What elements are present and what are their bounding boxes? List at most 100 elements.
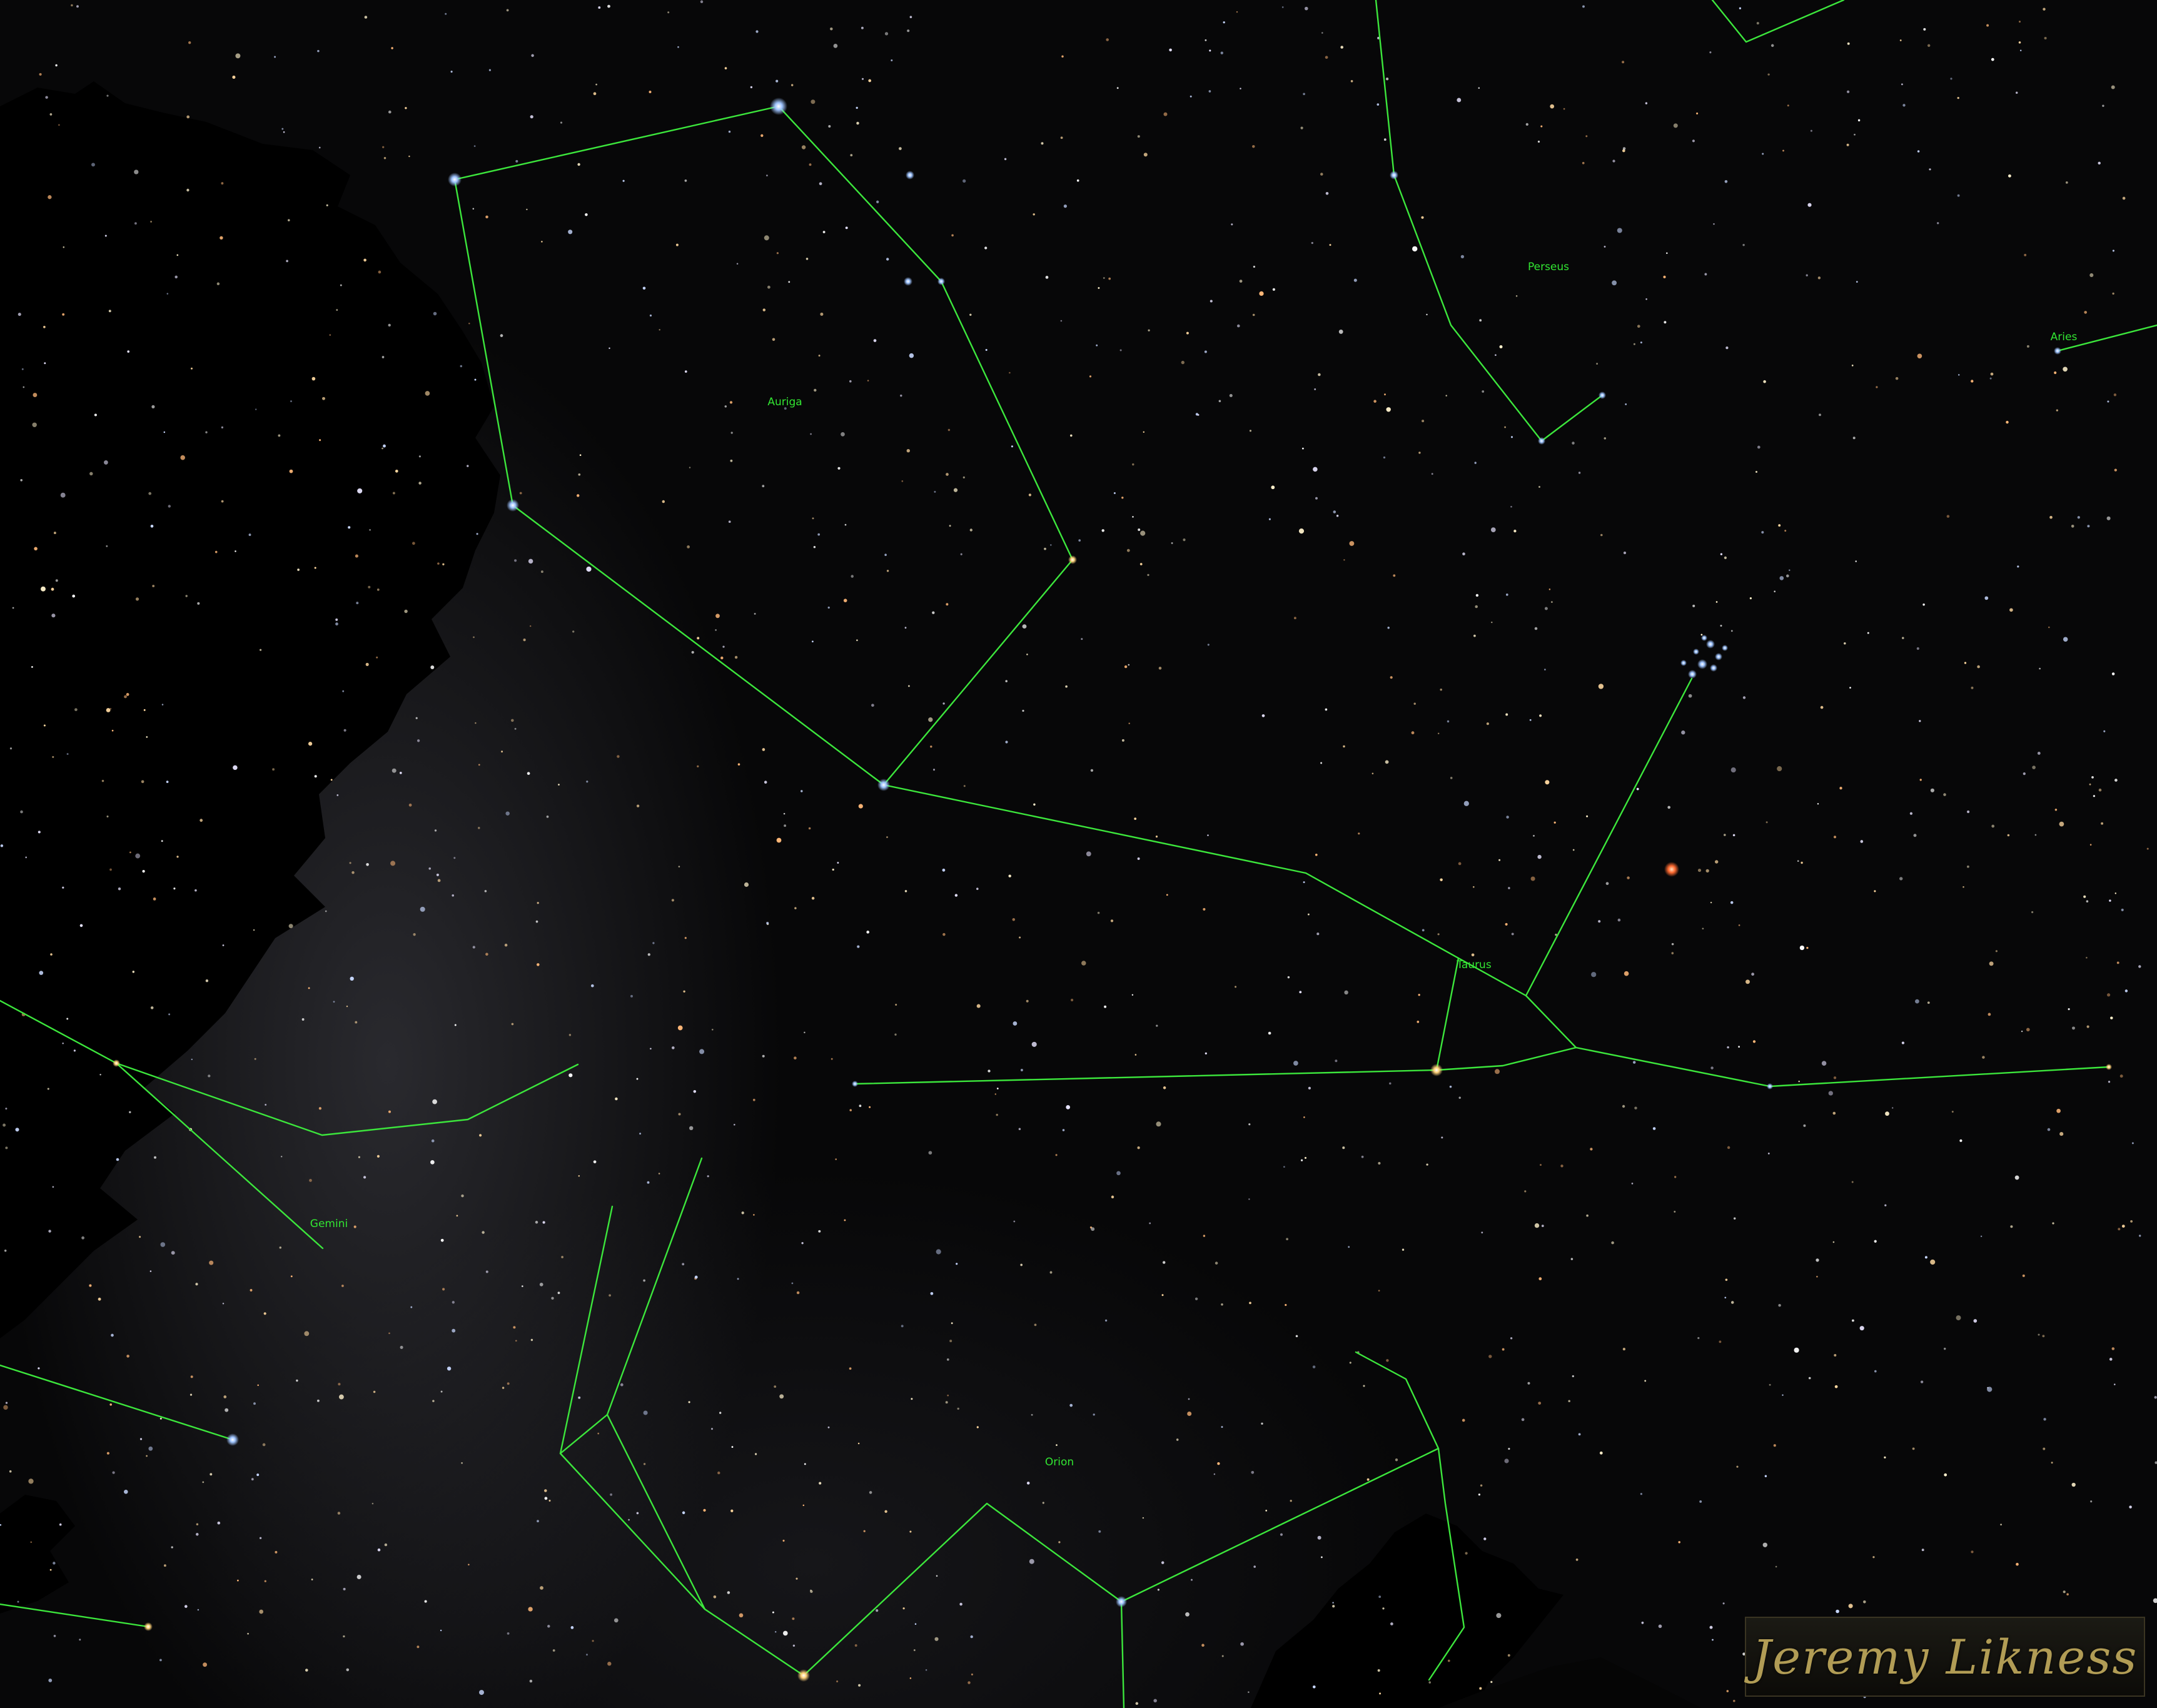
pleiades-star	[1697, 659, 1707, 669]
background-star	[1859, 1326, 1864, 1331]
background-star	[1311, 241, 1313, 245]
background-star	[801, 145, 806, 149]
background-star	[195, 1283, 198, 1286]
background-star	[452, 1301, 455, 1304]
background-star	[1560, 1165, 1563, 1168]
background-star	[812, 640, 814, 643]
background-star	[1303, 1116, 1305, 1118]
background-star	[568, 1073, 573, 1078]
background-star	[20, 810, 23, 814]
background-star	[1418, 452, 1421, 454]
background-star	[1300, 1159, 1303, 1161]
background-star	[1236, 11, 1238, 13]
background-star	[1078, 539, 1081, 542]
background-star	[891, 59, 893, 61]
background-star	[472, 208, 475, 210]
watermark-signature: Jeremy Likness	[1745, 1617, 2145, 1697]
background-star	[515, 159, 518, 163]
background-star	[2043, 1447, 2046, 1450]
background-star	[737, 763, 740, 766]
background-star	[1499, 345, 1503, 349]
background-star	[109, 1403, 113, 1406]
background-star	[1496, 1613, 1502, 1619]
background-star	[1071, 998, 1074, 1002]
background-star	[914, 1623, 917, 1625]
background-star	[2153, 1598, 2157, 1604]
background-star	[440, 1238, 444, 1242]
background-star	[614, 1618, 619, 1623]
background-star	[2138, 965, 2141, 968]
background-star	[649, 91, 652, 93]
background-star	[750, 86, 753, 89]
background-star	[1681, 730, 1685, 735]
background-star	[221, 500, 224, 503]
background-star	[1779, 576, 1784, 580]
background-star	[1508, 1448, 1510, 1450]
background-star	[1872, 1556, 1875, 1559]
background-star	[1312, 1365, 1316, 1368]
background-star	[163, 431, 166, 433]
background-star	[659, 329, 660, 331]
gemini-star	[226, 1433, 239, 1446]
background-star	[1325, 192, 1329, 195]
background-star	[1752, 1040, 1756, 1043]
background-star	[191, 1058, 193, 1061]
background-star	[0, 1524, 2, 1526]
background-star	[1104, 1005, 1107, 1008]
background-star	[62, 1043, 64, 1044]
background-star	[134, 169, 139, 174]
background-star	[1126, 548, 1130, 552]
background-star	[2154, 1461, 2157, 1464]
background-star	[1851, 1181, 1854, 1183]
background-star	[744, 882, 749, 887]
background-star	[395, 469, 398, 473]
background-star	[1596, 363, 1599, 365]
background-star	[652, 942, 655, 944]
background-star	[643, 1410, 648, 1415]
background-star	[106, 94, 109, 97]
background-star	[643, 1463, 646, 1465]
background-star	[901, 480, 904, 482]
background-star	[609, 347, 610, 350]
background-star	[1920, 1380, 1924, 1383]
background-star	[326, 204, 328, 206]
background-star	[894, 1033, 897, 1036]
background-star	[1957, 374, 1960, 376]
background-star	[934, 1637, 939, 1641]
background-star	[1026, 999, 1029, 1003]
background-star	[1821, 1061, 1827, 1066]
background-star	[1344, 990, 1348, 995]
background-star	[126, 1355, 129, 1358]
background-star	[1828, 1091, 1833, 1096]
background-star	[1110, 919, 1114, 922]
background-star	[2026, 345, 2029, 348]
background-star	[9, 1470, 12, 1473]
background-star	[1378, 1290, 1380, 1292]
background-star	[1856, 281, 1858, 283]
background-star	[1959, 1139, 1963, 1143]
background-star	[319, 439, 321, 442]
background-star	[63, 246, 65, 248]
background-star	[305, 1669, 308, 1672]
background-star	[1034, 1323, 1037, 1326]
background-star	[762, 308, 766, 311]
background-star	[2113, 393, 2117, 397]
background-star	[290, 400, 292, 403]
background-star	[1201, 1644, 1205, 1647]
background-star	[727, 1591, 730, 1594]
background-star	[116, 1158, 119, 1161]
background-star	[733, 1123, 735, 1126]
background-star	[772, 1611, 774, 1614]
background-star	[547, 1625, 550, 1628]
background-star	[148, 1446, 153, 1451]
background-star	[210, 1473, 213, 1476]
background-star	[1697, 869, 1702, 872]
background-star	[1540, 125, 1543, 128]
background-star	[325, 910, 327, 912]
background-star	[1091, 1227, 1095, 1231]
background-star	[235, 53, 241, 59]
background-star	[314, 567, 316, 569]
background-star	[1724, 556, 1727, 560]
background-star	[280, 1156, 283, 1158]
background-star	[109, 868, 112, 871]
